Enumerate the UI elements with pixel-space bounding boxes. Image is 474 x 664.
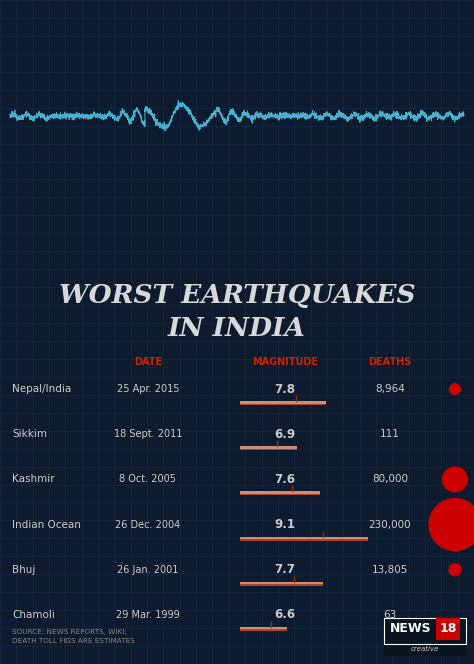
Text: 8 Oct. 2005: 8 Oct. 2005 [119, 474, 176, 485]
Text: creative: creative [411, 646, 439, 652]
Bar [240, 582, 323, 586]
Text: 26 Dec. 2004: 26 Dec. 2004 [115, 519, 181, 530]
Text: NEWS: NEWS [390, 623, 432, 635]
Bar [240, 491, 319, 495]
Text: Chamoli: Chamoli [12, 610, 55, 620]
Bar [240, 404, 326, 405]
Text: IN INDIA: IN INDIA [168, 316, 306, 341]
Text: MAGNITUDE: MAGNITUDE [252, 357, 318, 367]
Circle shape [450, 384, 460, 394]
Text: Kashmir: Kashmir [12, 474, 55, 485]
Text: 18 Sept. 2011: 18 Sept. 2011 [114, 429, 182, 440]
Bar [384, 618, 466, 644]
Bar [240, 494, 319, 495]
Bar [240, 584, 323, 586]
Text: Nepal/India: Nepal/India [12, 384, 71, 394]
Bar [240, 537, 368, 540]
Text: 13,805: 13,805 [372, 564, 408, 575]
Bar [436, 618, 460, 640]
Circle shape [429, 499, 474, 550]
Text: SOURCE: NEWS REPORTS, WIKI;
DEATH TOLL FIGS ARE ESTIMATES: SOURCE: NEWS REPORTS, WIKI; DEATH TOLL F… [12, 629, 135, 643]
Bar [384, 618, 466, 656]
Text: Bhuj: Bhuj [12, 564, 36, 575]
Text: 8,964: 8,964 [375, 384, 405, 394]
Text: 230,000: 230,000 [369, 519, 411, 530]
Bar [240, 401, 326, 405]
Text: DEATHS: DEATHS [368, 357, 412, 367]
Text: Indian Ocean: Indian Ocean [12, 519, 81, 530]
Text: 7.6: 7.6 [274, 473, 295, 486]
Circle shape [443, 467, 467, 492]
Bar [240, 627, 287, 631]
Text: WORST EARTHQUAKES: WORST EARTHQUAKES [59, 283, 415, 308]
Bar [240, 539, 368, 540]
Text: 80,000: 80,000 [372, 474, 408, 485]
Bar [240, 629, 287, 631]
Circle shape [449, 564, 461, 576]
Text: Sikkim: Sikkim [12, 429, 47, 440]
Text: 29 Mar. 1999: 29 Mar. 1999 [116, 610, 180, 620]
Text: 25 Apr. 2015: 25 Apr. 2015 [117, 384, 179, 394]
Text: 7.7: 7.7 [274, 563, 295, 576]
Text: DATE: DATE [134, 357, 162, 367]
Text: 9.1: 9.1 [274, 518, 295, 531]
Text: 26 Jan. 2001: 26 Jan. 2001 [117, 564, 179, 575]
Text: 18: 18 [439, 623, 456, 635]
Text: 63: 63 [383, 610, 397, 620]
Bar [240, 446, 297, 450]
Bar [240, 449, 297, 450]
Text: 6.6: 6.6 [274, 608, 296, 622]
Text: 111: 111 [380, 429, 400, 440]
Text: 7.8: 7.8 [274, 382, 295, 396]
Text: 6.9: 6.9 [274, 428, 296, 441]
